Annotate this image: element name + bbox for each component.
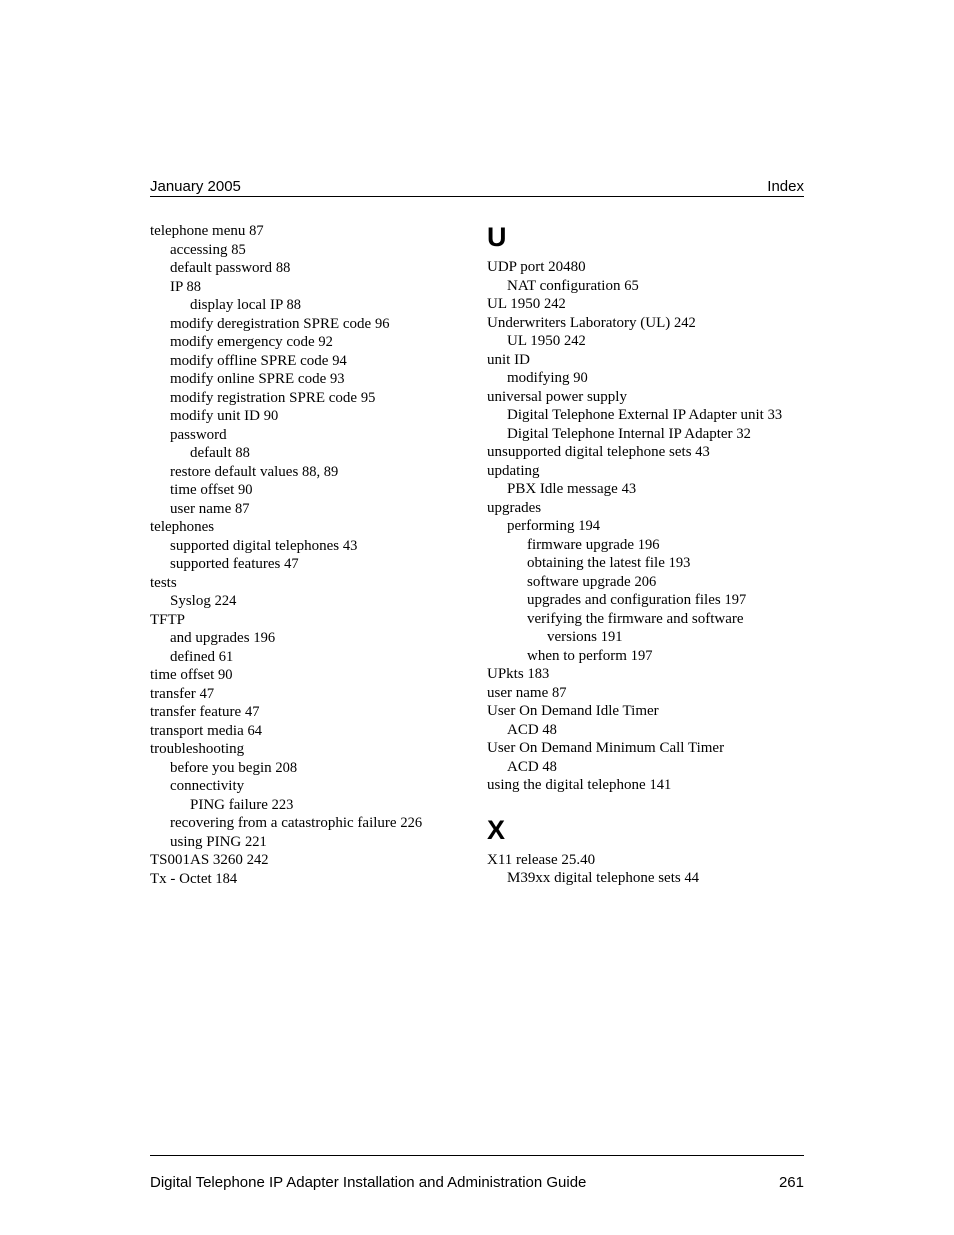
index-entry: Digital Telephone Internal IP Adapter 32 — [487, 425, 804, 444]
index-entry: modify registration SPRE code 95 — [150, 389, 467, 408]
index-entry: UL 1950 242 — [487, 332, 804, 351]
index-entry: upgrades and configuration files 197 — [487, 591, 804, 610]
index-entry: modify emergency code 92 — [150, 333, 467, 352]
index-entry: unit ID — [487, 351, 804, 370]
index-entry: password — [150, 426, 467, 445]
index-entry: telephone menu 87 — [150, 222, 467, 241]
index-entry: ACD 48 — [487, 758, 804, 777]
index-entry: unsupported digital telephone sets 43 — [487, 443, 804, 462]
index-entry: recovering from a catastrophic failure 2… — [150, 814, 467, 833]
index-entry: User On Demand Minimum Call Timer — [487, 739, 804, 758]
index-entry: ACD 48 — [487, 721, 804, 740]
index-entry: supported digital telephones 43 — [150, 537, 467, 556]
index-entry: TS001AS 3260 242 — [150, 851, 467, 870]
index-entry: modify offline SPRE code 94 — [150, 352, 467, 371]
index-entry: default 88 — [150, 444, 467, 463]
section-letter-x: X — [487, 815, 804, 845]
index-entry: troubleshooting — [150, 740, 467, 759]
footer-rule — [150, 1155, 804, 1156]
index-entry: PING failure 223 — [150, 796, 467, 815]
footer-page-number: 261 — [779, 1174, 804, 1191]
index-entry: modify deregistration SPRE code 96 — [150, 315, 467, 334]
section-letter-u: U — [487, 222, 804, 252]
index-entry: connectivity — [150, 777, 467, 796]
index-entry: transfer 47 — [150, 685, 467, 704]
index-entry: supported features 47 — [150, 555, 467, 574]
index-entry: UL 1950 242 — [487, 295, 804, 314]
index-entry: time offset 90 — [150, 481, 467, 500]
index-entry: UDP port 20480 — [487, 258, 804, 277]
index-entry: modify unit ID 90 — [150, 407, 467, 426]
index-entry: defined 61 — [150, 648, 467, 667]
index-entry: UPkts 183 — [487, 665, 804, 684]
index-entry: TFTP — [150, 611, 467, 630]
index-entry: universal power supply — [487, 388, 804, 407]
index-entry: transport media 64 — [150, 722, 467, 741]
index-entry: time offset 90 — [150, 666, 467, 685]
index-entry: telephones — [150, 518, 467, 537]
index-entry: firmware upgrade 196 — [487, 536, 804, 555]
header-date: January 2005 — [150, 178, 241, 195]
index-entry: user name 87 — [150, 500, 467, 519]
index-entry: User On Demand Idle Timer — [487, 702, 804, 721]
index-entry: IP 88 — [150, 278, 467, 297]
index-entry: using the digital telephone 141 — [487, 776, 804, 795]
index-entry: default password 88 — [150, 259, 467, 278]
index-entry: performing 194 — [487, 517, 804, 536]
index-entry: restore default values 88, 89 — [150, 463, 467, 482]
index-content: telephone menu 87accessing 85default pas… — [150, 222, 804, 888]
page-header: January 2005 Index — [150, 178, 804, 195]
index-entry: modify online SPRE code 93 — [150, 370, 467, 389]
index-column-right: UUDP port 20480NAT configuration 65UL 19… — [477, 222, 804, 888]
index-entry: M39xx digital telephone sets 44 — [487, 869, 804, 888]
index-entry: Tx - Octet 184 — [150, 870, 467, 889]
index-entry: and upgrades 196 — [150, 629, 467, 648]
index-entry: modifying 90 — [487, 369, 804, 388]
footer-title: Digital Telephone IP Adapter Installatio… — [150, 1174, 586, 1191]
header-section: Index — [767, 178, 804, 195]
index-entry: display local IP 88 — [150, 296, 467, 315]
index-entry: upgrades — [487, 499, 804, 518]
index-entry: Digital Telephone External IP Adapter un… — [487, 406, 804, 425]
index-entry: Syslog 224 — [150, 592, 467, 611]
index-entry: NAT configuration 65 — [487, 277, 804, 296]
index-entry: Underwriters Laboratory (UL) 242 — [487, 314, 804, 333]
index-entry: when to perform 197 — [487, 647, 804, 666]
index-entry: using PING 221 — [150, 833, 467, 852]
index-entry: accessing 85 — [150, 241, 467, 260]
index-entry: obtaining the latest file 193 — [487, 554, 804, 573]
index-entry: updating — [487, 462, 804, 481]
header-rule — [150, 196, 804, 197]
index-entry: before you begin 208 — [150, 759, 467, 778]
index-entry: user name 87 — [487, 684, 804, 703]
index-entry: tests — [150, 574, 467, 593]
page-footer: Digital Telephone IP Adapter Installatio… — [150, 1174, 804, 1191]
index-entry: X11 release 25.40 — [487, 851, 804, 870]
index-entry: software upgrade 206 — [487, 573, 804, 592]
index-column-left: telephone menu 87accessing 85default pas… — [150, 222, 477, 888]
index-entry: transfer feature 47 — [150, 703, 467, 722]
index-entry: PBX Idle message 43 — [487, 480, 804, 499]
index-entry: verifying the firmware and softwareversi… — [487, 610, 804, 647]
